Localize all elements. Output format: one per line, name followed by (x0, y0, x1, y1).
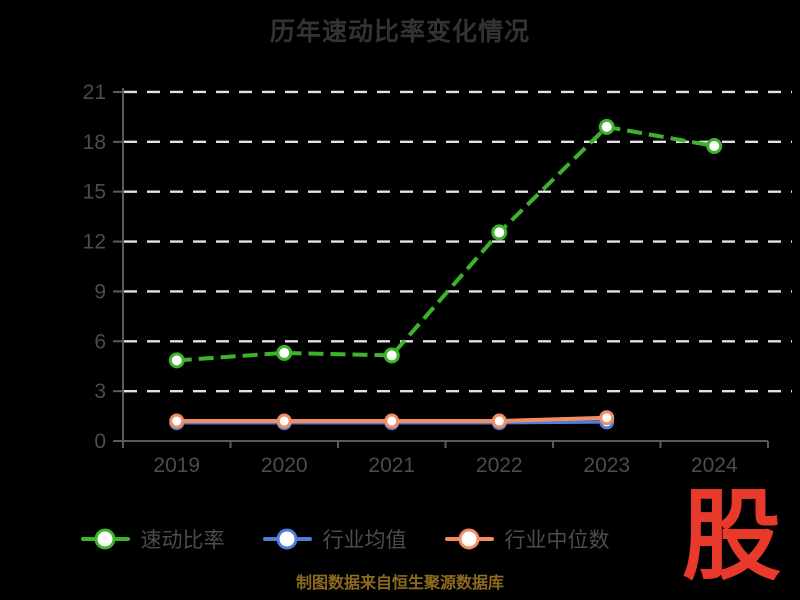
data-point[interactable] (383, 347, 400, 364)
legend-label: 行业中位数 (504, 529, 610, 552)
data-point[interactable] (599, 410, 615, 426)
x-axis-label: 2022 (476, 454, 523, 477)
y-axis-label: 21 (83, 81, 106, 104)
x-axis-label: 2019 (153, 454, 200, 477)
x-axis-label: 2023 (583, 454, 630, 477)
data-point[interactable] (276, 344, 293, 361)
legend-label: 速动比率 (140, 529, 225, 552)
data-point[interactable] (491, 224, 508, 241)
legend-item-quick-ratio[interactable]: 速动比率 (80, 524, 225, 554)
data-point[interactable] (384, 413, 400, 429)
y-axis-label: 15 (83, 181, 106, 204)
x-axis-label: 2024 (691, 454, 738, 477)
line-marker-icon (262, 528, 312, 550)
line-marker-icon (80, 528, 130, 550)
data-point[interactable] (706, 137, 723, 154)
y-axis-label: 0 (94, 430, 106, 453)
y-axis-label: 12 (83, 231, 106, 254)
line-marker-icon (444, 528, 494, 550)
x-axis-label: 2021 (368, 454, 415, 477)
data-point[interactable] (169, 413, 185, 429)
y-axis-label: 18 (83, 131, 106, 154)
data-point[interactable] (276, 413, 292, 429)
legend-item-industry-mean[interactable]: 行业均值 (262, 524, 407, 554)
y-axis-label: 6 (94, 330, 106, 353)
legend: 速动比率 行业均值 行业中位数 (0, 524, 690, 554)
x-axis-label: 2020 (261, 454, 308, 477)
legend-item-industry-median[interactable]: 行业中位数 (444, 524, 610, 554)
y-axis-label: 3 (94, 380, 106, 403)
y-axis-label: 9 (94, 280, 106, 303)
data-point[interactable] (491, 413, 507, 429)
chart-title: 历年速动比率变化情况 (269, 18, 530, 46)
source-caption: 制图数据来自恒生聚源数据库 (295, 575, 504, 592)
data-point[interactable] (598, 118, 615, 135)
data-point[interactable] (168, 352, 185, 369)
series-line-0 (176, 124, 715, 363)
brand-logo: 股 (682, 479, 781, 594)
legend-label: 行业均值 (322, 529, 407, 552)
